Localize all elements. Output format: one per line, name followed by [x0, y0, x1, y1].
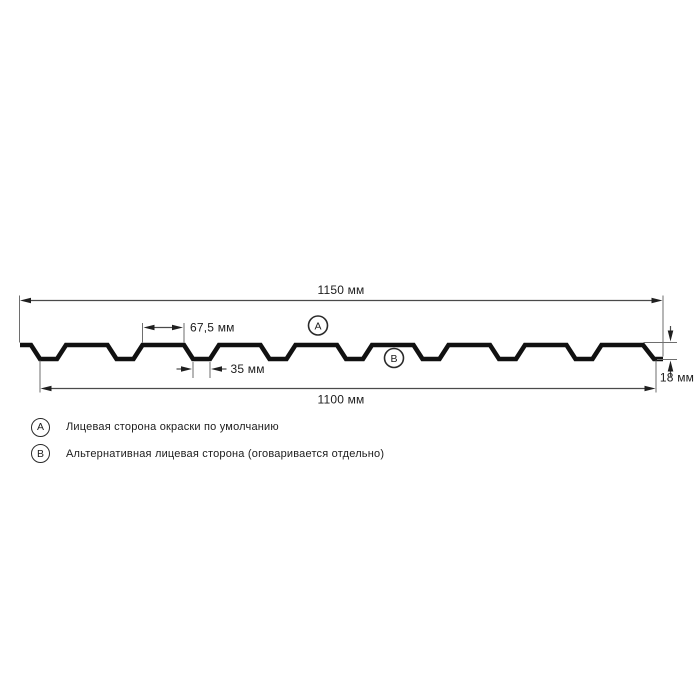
- legend-marker-b-circle: B: [31, 444, 50, 463]
- arrow-inward-right-icon: [211, 366, 222, 372]
- dimension-profile-height: 18 мм: [643, 326, 694, 385]
- arrow-right-icon: [644, 385, 656, 392]
- arrow-left-icon: [143, 324, 155, 331]
- arrow-up-icon: [667, 360, 674, 372]
- arrow-right-icon: [651, 297, 663, 304]
- arrow-inward-left-icon: [181, 366, 192, 372]
- arrow-right-icon: [172, 324, 183, 331]
- legend-marker-a-letter: A: [36, 421, 44, 433]
- profile-height-label: 18 мм: [660, 371, 694, 385]
- marker-a-circle: [307, 315, 329, 336]
- legend-marker-a-circle: A: [31, 417, 50, 437]
- dimension-working-width: 1100 мм: [39, 360, 657, 407]
- marker-a-on-drawing: A: [307, 315, 329, 336]
- dimension-crest-width: 67,5 мм: [142, 321, 235, 343]
- dimension-overall-width: 1150 мм: [19, 283, 664, 357]
- marker-b-letter: B: [390, 353, 397, 365]
- legend-marker-b-letter: B: [36, 447, 44, 460]
- legend-text-b: Альтернативная лицевая сторона (оговарив…: [66, 447, 385, 460]
- overall-width-label: 1150 мм: [317, 283, 364, 297]
- legend-text-a: Лицевая сторона окраски по умолчанию: [66, 421, 279, 433]
- marker-b-on-drawing: B: [383, 347, 405, 369]
- working-width-label: 1100 мм: [317, 393, 364, 407]
- arrow-left-icon: [20, 297, 31, 304]
- trough-width-label: 35 мм: [231, 362, 265, 376]
- legend-item-b: B Альтернативная лицевая сторона (оговар…: [31, 444, 384, 464]
- arrow-down-icon: [667, 330, 674, 342]
- crest-width-label: 67,5 мм: [190, 321, 235, 335]
- marker-a-letter: A: [314, 321, 321, 333]
- marker-b-circle: [383, 347, 405, 369]
- legend-item-a: A Лицевая сторона окраски по умолчанию: [31, 417, 279, 437]
- dimension-trough-width: 35 мм: [176, 362, 265, 378]
- sheet-profile-outline: [20, 342, 663, 362]
- arrow-left-icon: [40, 385, 52, 392]
